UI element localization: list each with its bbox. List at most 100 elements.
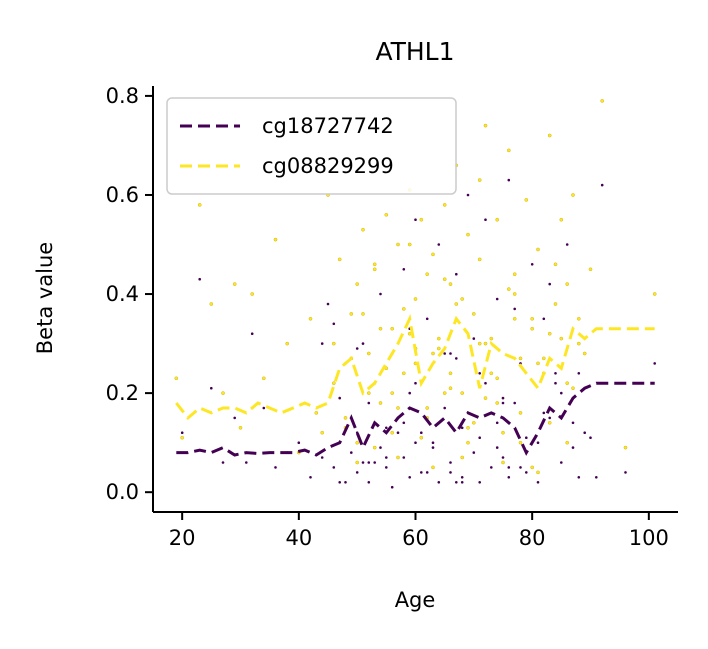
- data-point: [454, 480, 459, 485]
- data-point: [431, 445, 435, 450]
- data-point: [495, 297, 500, 301]
- data-point: [448, 460, 453, 465]
- chart-title: ATHL1: [375, 37, 454, 66]
- data-point: [355, 282, 360, 286]
- data-point: [448, 386, 453, 391]
- data-point: [518, 465, 523, 470]
- data-point: [401, 267, 406, 272]
- data-point: [536, 470, 540, 475]
- legend: cg18727742 cg08829299: [166, 97, 457, 195]
- data-point: [209, 386, 214, 391]
- data-point: [489, 336, 494, 341]
- data-point: [559, 391, 564, 396]
- data-point: [366, 401, 371, 405]
- data-point: [221, 460, 225, 465]
- data-point: [331, 341, 336, 346]
- x-tick-label: 20: [169, 526, 196, 550]
- data-point: [483, 217, 488, 222]
- data-point: [384, 212, 389, 217]
- data-point: [471, 312, 476, 316]
- data-point: [565, 282, 570, 286]
- data-point: [425, 470, 430, 475]
- data-point: [571, 445, 575, 450]
- data-point: [483, 381, 488, 386]
- data-point: [436, 346, 441, 351]
- data-point: [349, 312, 354, 316]
- data-point: [471, 336, 476, 341]
- data-point: [419, 470, 424, 475]
- data-point: [600, 183, 605, 188]
- data-point: [396, 455, 400, 460]
- data-point: [489, 465, 494, 470]
- data-point: [477, 341, 482, 346]
- data-point: [425, 316, 430, 321]
- data-point: [512, 401, 517, 405]
- data-point: [343, 480, 348, 485]
- data-point: [355, 346, 360, 351]
- data-point: [530, 262, 535, 267]
- data-point: [466, 193, 470, 197]
- data-point: [366, 351, 371, 356]
- data-point: [600, 99, 605, 103]
- data-point: [577, 341, 581, 346]
- data-point: [372, 267, 377, 272]
- y-tick-label: 0.2: [106, 381, 139, 405]
- data-point: [337, 480, 342, 485]
- data-point: [390, 430, 395, 435]
- data-point: [518, 411, 523, 415]
- data-point: [366, 480, 371, 485]
- data-point: [512, 316, 517, 321]
- data-point: [559, 460, 564, 465]
- data-point: [384, 465, 389, 470]
- data-point: [547, 331, 552, 336]
- data-point: [320, 455, 325, 460]
- y-tick-label: 0.4: [106, 282, 139, 306]
- data-point: [536, 247, 540, 252]
- data-point: [308, 316, 313, 321]
- data-point: [436, 242, 441, 247]
- data-point: [232, 282, 237, 286]
- data-point: [384, 425, 389, 430]
- data-point: [512, 272, 517, 277]
- data-point: [565, 381, 570, 386]
- data-point: [273, 465, 278, 470]
- data-point: [384, 455, 389, 460]
- data-point: [489, 371, 494, 376]
- data-point: [559, 217, 564, 222]
- data-point: [582, 430, 587, 435]
- data-point: [477, 435, 482, 440]
- data-point: [366, 460, 371, 465]
- data-point: [396, 242, 400, 247]
- data-point: [576, 371, 581, 376]
- data-point: [431, 252, 435, 257]
- data-point: [378, 292, 383, 296]
- data-point: [553, 381, 558, 386]
- data-point: [442, 277, 447, 282]
- data-point: [378, 326, 383, 331]
- data-point: [436, 480, 441, 485]
- data-point: [506, 148, 511, 153]
- data-point: [401, 307, 406, 311]
- data-point: [442, 351, 447, 356]
- data-point: [320, 430, 325, 435]
- data-point: [571, 193, 575, 197]
- data-point: [442, 391, 447, 395]
- data-point: [326, 302, 330, 306]
- data-point: [553, 371, 558, 376]
- data-point: [547, 420, 552, 425]
- x-axis-label: Age: [395, 588, 436, 612]
- data-point: [553, 262, 558, 267]
- data-point: [355, 440, 360, 445]
- data-point: [261, 376, 266, 381]
- data-point: [471, 420, 476, 425]
- data-point: [320, 341, 325, 346]
- data-point: [221, 391, 225, 395]
- legend-label: cg18727742: [262, 114, 394, 138]
- data-point: [541, 410, 546, 415]
- data-point: [454, 356, 459, 361]
- data-point: [477, 257, 482, 262]
- data-point: [506, 178, 511, 183]
- data-point: [390, 391, 395, 395]
- data-point: [512, 292, 517, 296]
- data-point: [454, 302, 459, 306]
